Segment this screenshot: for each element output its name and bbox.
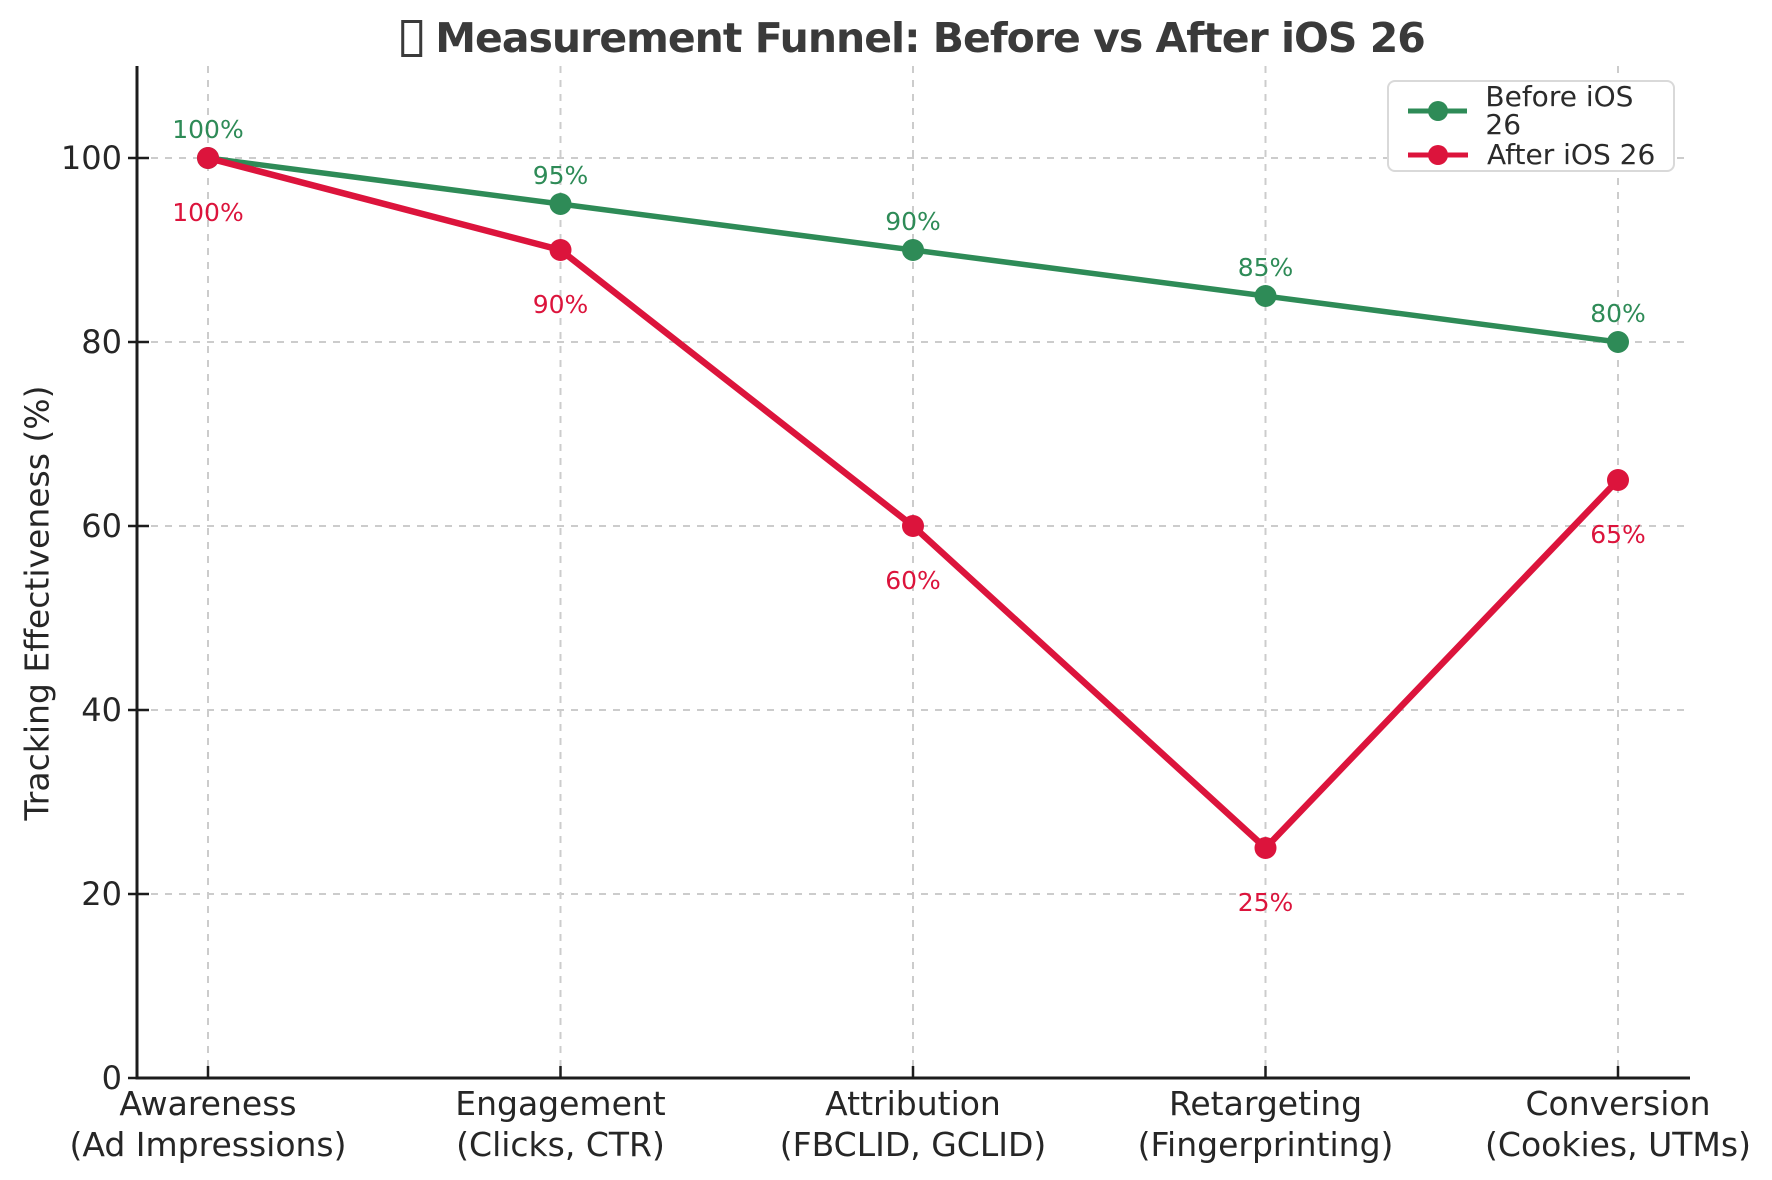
x-tick-label: Retargeting <box>1169 1084 1362 1123</box>
chart-title: Measurement Funnel: Before vs After iOS … <box>401 14 1426 62</box>
after-ios26-data-label: 65% <box>1590 520 1646 549</box>
legend-dot-icon <box>1428 101 1448 122</box>
y-tick-label: 0 <box>102 1059 122 1097</box>
before-ios26-data-label: 100% <box>172 115 243 144</box>
after-ios26-data-label: 60% <box>885 566 941 595</box>
after-ios26-data-label: 100% <box>172 198 243 227</box>
x-tick-sublabel: (Fingerprinting) <box>1138 1125 1394 1164</box>
after-ios26-data-point <box>549 239 572 261</box>
legend-marker-before <box>1408 101 1468 122</box>
before-ios26-data-point <box>1607 331 1629 353</box>
after-ios26-data-point <box>197 147 219 169</box>
legend: Before iOS 26 After iOS 26 <box>1387 80 1675 172</box>
x-tick-label: Conversion <box>1525 1084 1710 1123</box>
legend-label-after: After iOS 26 <box>1487 137 1656 171</box>
after-ios26-data-point <box>1254 837 1277 859</box>
legend-dot-icon <box>1428 144 1448 165</box>
after-ios26-data-point <box>902 515 924 537</box>
legend-label-before: Before iOS 26 <box>1485 80 1634 142</box>
y-tick-label: 60 <box>81 507 122 545</box>
missing-emoji-glyph <box>401 19 423 57</box>
y-tick-label: 80 <box>81 323 122 361</box>
before-ios26-data-label: 80% <box>1590 299 1646 328</box>
x-tick-label: Attribution <box>825 1084 1001 1123</box>
x-tick-sublabel: (Ad Impressions) <box>69 1125 346 1164</box>
before-ios26-data-point <box>902 239 924 261</box>
y-tick-label: 100 <box>61 139 122 177</box>
x-tick-label: Awareness <box>119 1084 296 1123</box>
x-tick-sublabel: (FBCLID, GCLID) <box>780 1125 1046 1164</box>
x-tick-sublabel: (Cookies, UTMs) <box>1485 1125 1751 1164</box>
after-ios26-data-label: 25% <box>1238 888 1294 917</box>
chart-title-text: Measurement Funnel: Before vs After iOS … <box>435 14 1426 62</box>
legend-item-after: After iOS 26 <box>1407 137 1673 171</box>
y-tick-label: 40 <box>81 691 122 729</box>
legend-item-before: Before iOS 26 <box>1407 83 1673 139</box>
x-tick-sublabel: (Clicks, CTR) <box>456 1125 665 1164</box>
before-ios26-data-label: 90% <box>885 207 941 236</box>
legend-marker-after <box>1408 144 1468 165</box>
before-ios26-data-point <box>1254 285 1277 307</box>
before-ios26-data-point <box>549 193 572 215</box>
before-ios26-data-label: 85% <box>1238 253 1294 282</box>
after-ios26-data-label: 90% <box>533 290 589 319</box>
before-ios26-data-label: 95% <box>533 161 589 190</box>
y-tick-label: 20 <box>81 875 122 913</box>
x-tick-label: Engagement <box>455 1084 666 1123</box>
after-ios26-data-point <box>1607 469 1629 491</box>
